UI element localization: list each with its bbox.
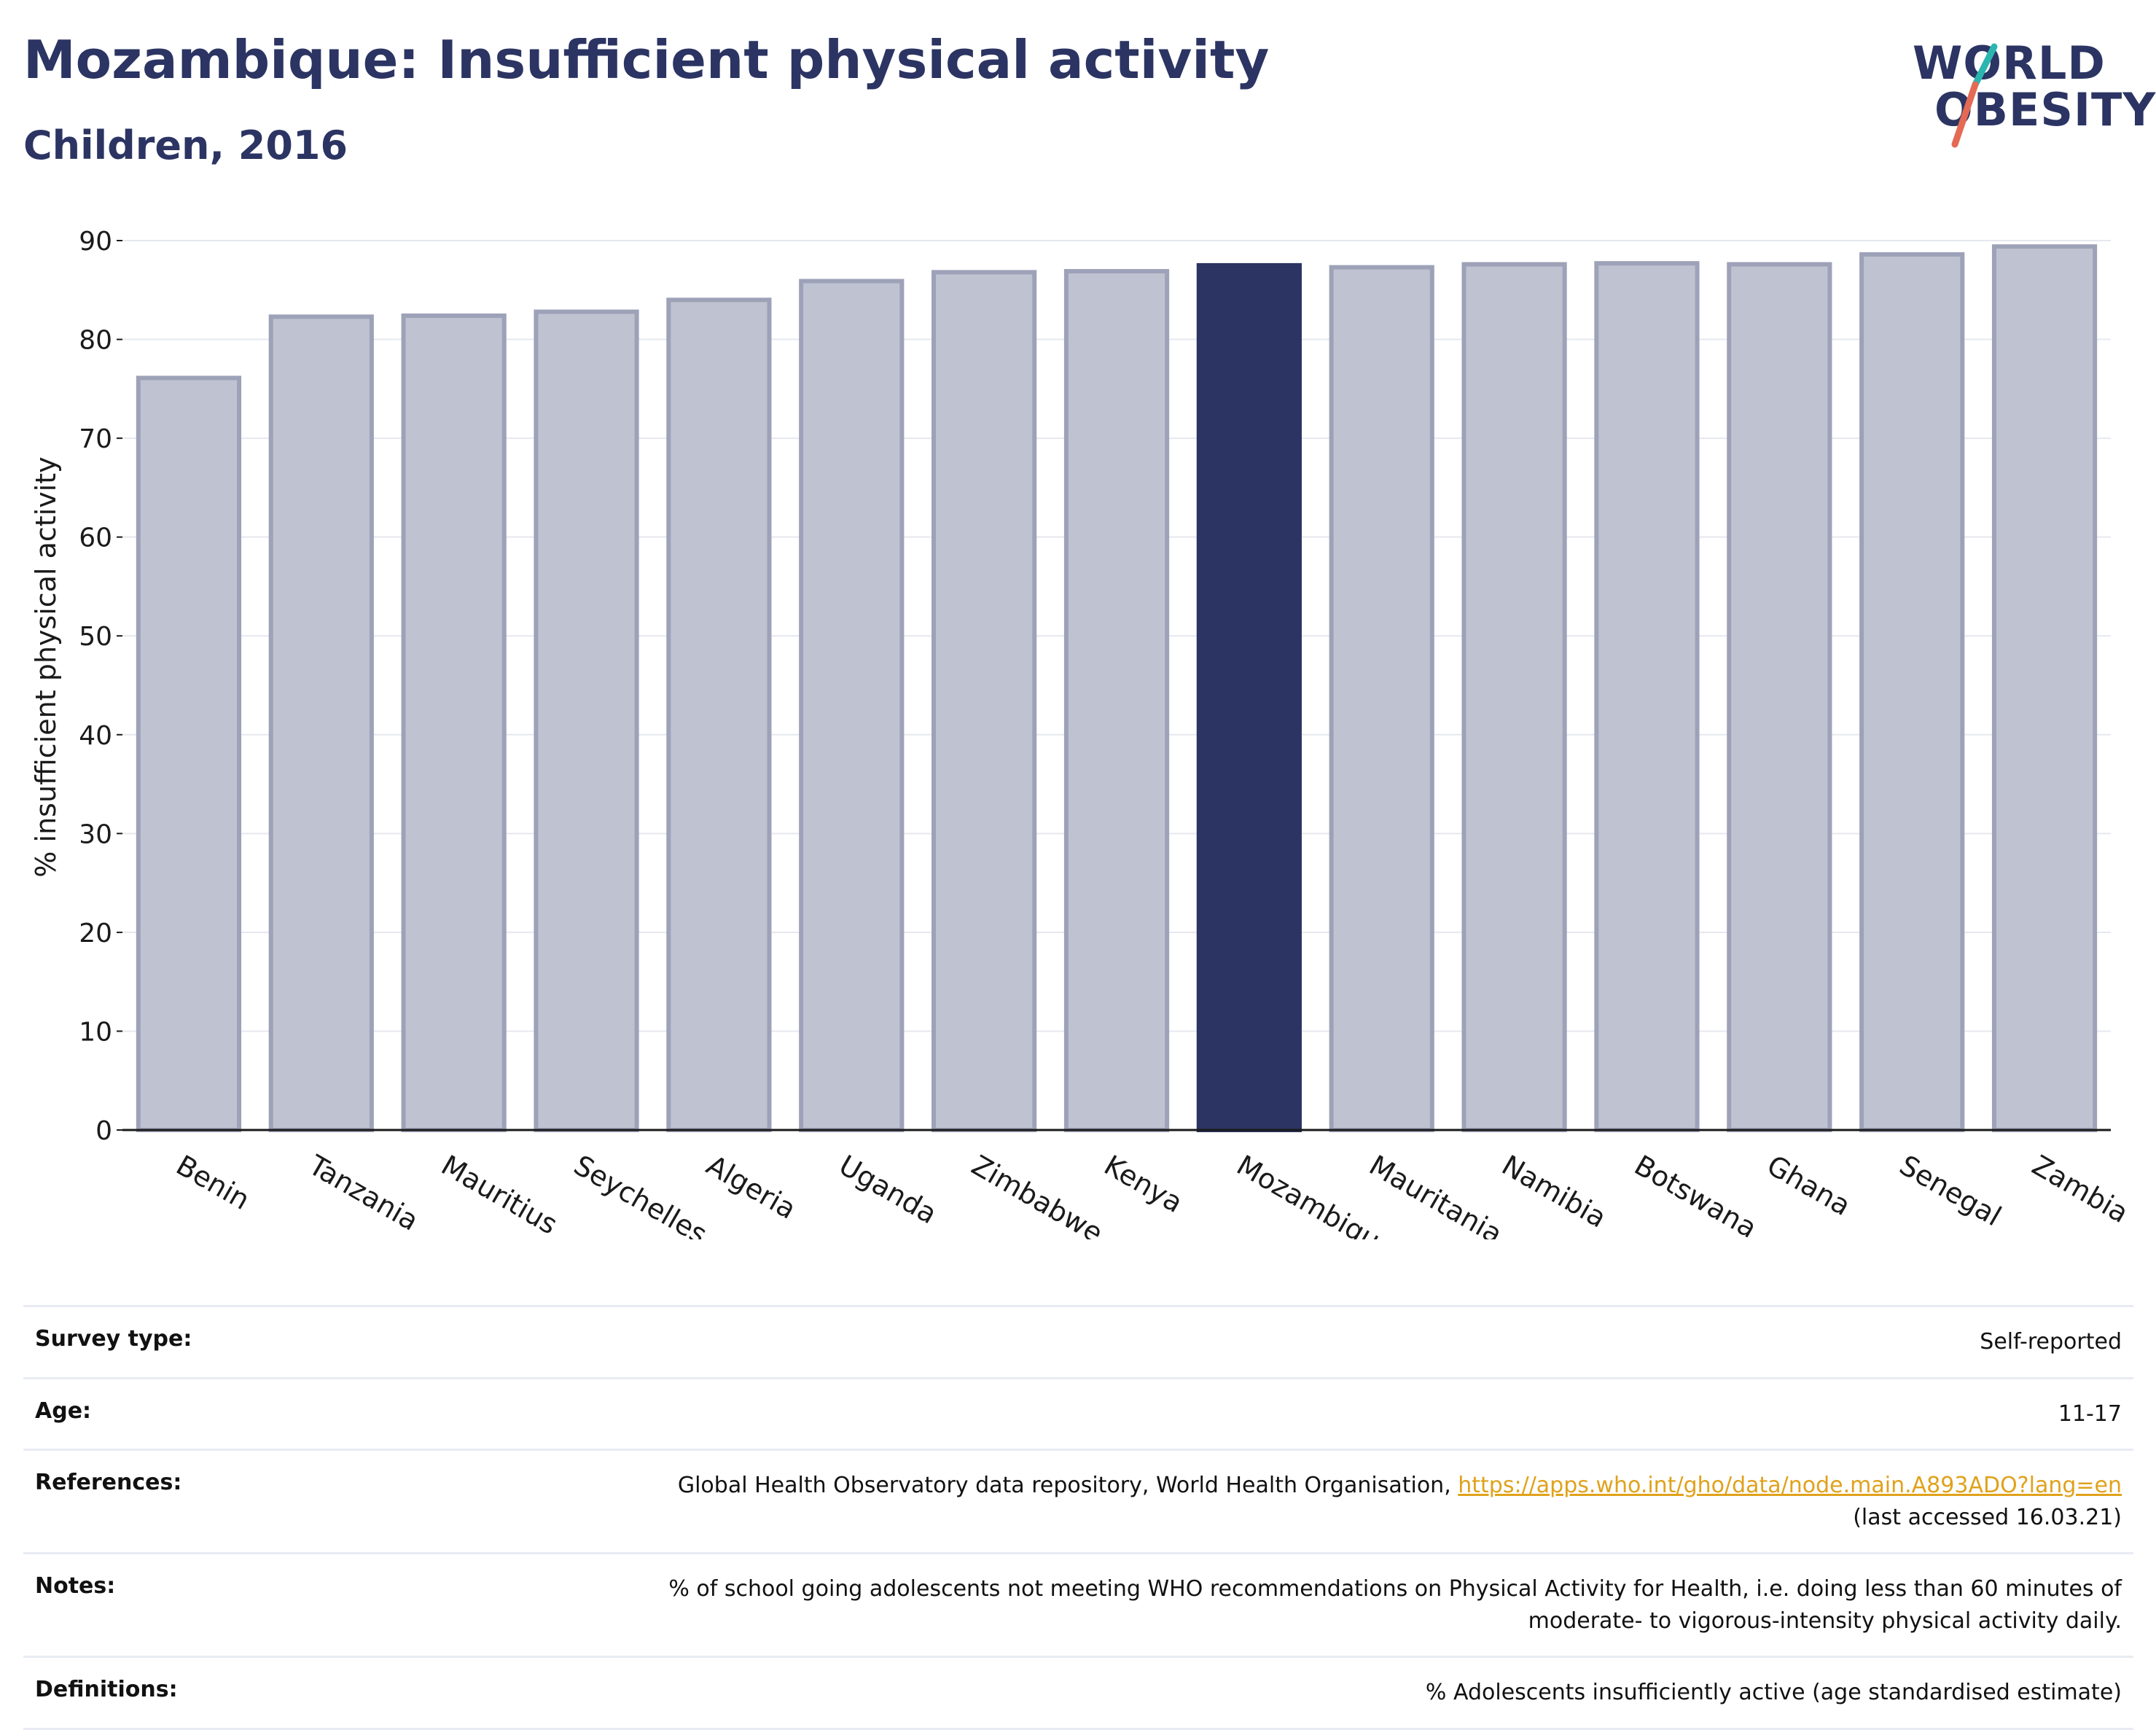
bar-botswana — [1594, 261, 1700, 1133]
world-obesity-logo: WORLD OBESITY — [1902, 22, 2155, 153]
page-subtitle: Children, 2016 — [23, 122, 348, 168]
y-tick-label: 90 — [79, 227, 112, 257]
x-tick-label: Mauritius — [436, 1149, 563, 1239]
info-label: References: — [35, 1470, 182, 1495]
x-tick-label: Ghana — [1762, 1149, 1856, 1222]
info-row-survey-type: Survey type: Self-reported — [23, 1305, 2133, 1377]
reference-text: Global Health Observatory data repositor… — [677, 1473, 1458, 1498]
page-title: Mozambique: Insufficient physical activi… — [23, 29, 1270, 90]
bar-zambia — [1991, 244, 2098, 1133]
info-value: Self-reported — [1980, 1329, 2122, 1355]
info-label: Notes: — [35, 1573, 116, 1599]
y-tick-label: 60 — [79, 523, 112, 553]
info-label: Survey type: — [35, 1326, 192, 1352]
x-tick-label: Zambia — [2027, 1149, 2134, 1229]
info-value: 11-17 — [2058, 1400, 2122, 1427]
bar-seychelles — [534, 309, 639, 1133]
bar-chart: 0 10 20 30 40 50 60 70 80 90 Benin Tanzania Mauritiu… — [30, 227, 2134, 1239]
logo-line-1: WORLD — [1913, 36, 2106, 90]
x-tick-label: Uganda — [834, 1149, 942, 1230]
bar-kenya — [1063, 269, 1170, 1133]
logo-slash-icon — [1951, 43, 1998, 148]
y-tick-label: 80 — [79, 326, 112, 356]
y-axis-label: % insufficient physical activity — [30, 456, 62, 877]
x-tick-label: Botswana — [1629, 1149, 1762, 1239]
info-table: Survey type: Self-reported Age: 11-17 Re… — [23, 1305, 2133, 1730]
notes-line-2: moderate- to vigorous-intensity physical… — [1528, 1608, 2122, 1634]
bar-zimbabwe — [931, 270, 1037, 1132]
x-tick-label: Seychelles — [569, 1149, 712, 1239]
bars — [136, 244, 2098, 1133]
info-label: Age: — [35, 1398, 92, 1424]
bar-mauritius — [401, 313, 507, 1132]
info-row-references: References: Global Health Observatory da… — [23, 1449, 2133, 1552]
x-tick-label: Senegal — [1894, 1149, 2007, 1233]
x-tick-label: Benin — [171, 1149, 255, 1216]
bar-algeria — [666, 297, 772, 1132]
bar-uganda — [799, 278, 905, 1133]
bar-senegal — [1859, 252, 1965, 1132]
y-tick-label: 0 — [95, 1116, 112, 1146]
x-tick-label: Kenya — [1099, 1149, 1189, 1219]
y-tick-label: 70 — [79, 424, 112, 454]
reference-link[interactable]: https://apps.who.int/gho/data/node.main.… — [1458, 1473, 2122, 1498]
info-row-definitions: Definitions: % Adolescents insufficientl… — [23, 1656, 2133, 1730]
bar-mozambique — [1196, 262, 1302, 1132]
bar-namibia — [1461, 262, 1567, 1133]
bar-tanzania — [268, 314, 374, 1132]
x-tick-label: Namibia — [1496, 1149, 1612, 1234]
x-tick-label: Tanzania — [302, 1148, 423, 1236]
bar-ghana — [1727, 262, 1832, 1133]
bar-mauritania — [1329, 265, 1434, 1133]
bar-benin — [136, 375, 242, 1132]
info-label: Definitions: — [35, 1677, 178, 1702]
info-value: % Adolescents insufficiently active (age… — [1425, 1680, 2122, 1705]
y-tick-label: 50 — [79, 622, 112, 652]
reference-accessed: (last accessed 16.03.21) — [1853, 1504, 2122, 1530]
info-row-age: Age: 11-17 — [23, 1376, 2133, 1449]
info-value: % of school going adolescents not meetin… — [668, 1573, 2122, 1637]
y-tick-label: 40 — [79, 721, 112, 751]
x-tick-label: Zimbabwe — [966, 1149, 1109, 1239]
y-tick-label: 30 — [79, 819, 112, 849]
y-tick-label: 20 — [79, 919, 112, 948]
notes-line-1: % of school going adolescents not meetin… — [668, 1576, 2122, 1602]
x-tick-label: Mauritania — [1364, 1149, 1507, 1239]
x-tick-label: Algeria — [701, 1149, 802, 1226]
info-row-notes: Notes: % of school going adolescents not… — [23, 1552, 2133, 1656]
info-value: Global Health Observatory data repositor… — [678, 1470, 2122, 1533]
y-tick-label: 10 — [79, 1017, 112, 1047]
